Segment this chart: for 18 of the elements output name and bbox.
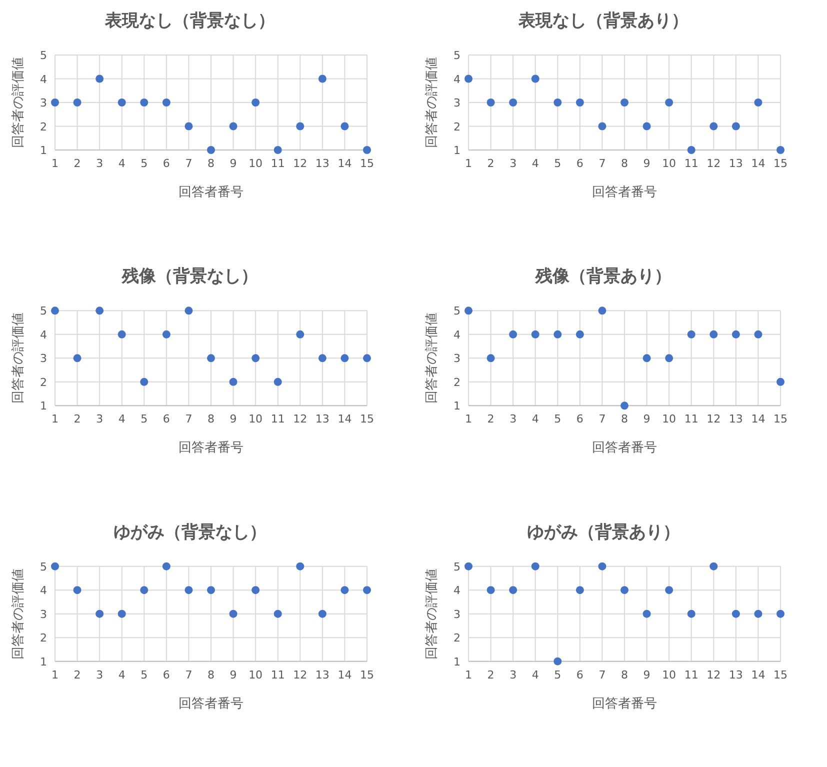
ylabel: 回答者の評価値 — [424, 57, 440, 148]
title: ゆがみ（背景なし） — [114, 522, 266, 542]
title: 残像（背景あり） — [536, 266, 672, 287]
ylabel: 回答者の評価値 — [424, 312, 440, 404]
ylabel: 回答者の評価値 — [11, 312, 26, 404]
xlabel: 回答者番号 — [178, 440, 244, 456]
xlabel: 回答者番号 — [178, 696, 244, 712]
title: 表現なし（背景あり） — [518, 11, 688, 31]
xlabel: 回答者番号 — [178, 185, 244, 200]
title: 表現なし（背景なし） — [105, 11, 275, 31]
ylabel: 回答者の評価値 — [424, 568, 440, 660]
title: ゆがみ（背景あり） — [527, 522, 680, 542]
xlabel: 回答者番号 — [592, 696, 657, 712]
xlabel: 回答者番号 — [592, 440, 657, 456]
ylabel: 回答者の評価値 — [11, 57, 26, 148]
title: 残像（背景なし） — [122, 266, 258, 287]
xlabel: 回答者番号 — [592, 185, 657, 200]
ylabel: 回答者の評価値 — [11, 568, 26, 660]
